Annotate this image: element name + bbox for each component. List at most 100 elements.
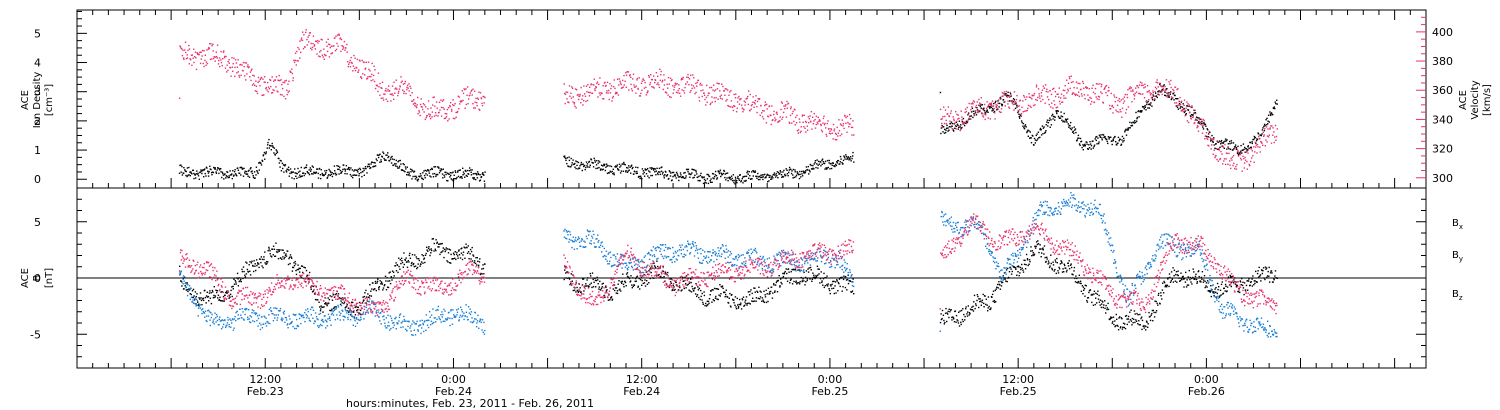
data-point [752,101,754,103]
y2-tick-label: 340 [1432,113,1453,126]
data-point [734,304,736,306]
data-point [254,177,256,179]
data-point [771,119,773,122]
data-point [446,108,449,111]
data-point [1249,147,1251,150]
data-point [1089,141,1091,143]
data-point [588,160,591,163]
data-point [1143,325,1145,327]
data-point [216,57,218,59]
data-point [638,277,640,280]
data-point [781,118,783,120]
data-point [428,170,430,172]
data-point [737,175,739,178]
data-point [234,75,236,77]
data-point [1206,286,1208,288]
data-point [1187,284,1190,286]
data-point [980,103,982,105]
data-point [267,91,269,93]
data-point [716,82,718,84]
data-point [244,276,247,278]
data-point [649,167,651,169]
data-point [237,71,239,73]
data-point [483,95,485,98]
data-point [838,282,840,285]
data-point [616,78,619,80]
data-point [576,164,578,167]
data-point [623,84,625,86]
data-point [396,165,398,168]
data-point [1179,279,1181,282]
data-point [417,180,419,182]
data-point [1137,86,1140,89]
data-point [725,289,727,291]
data-point [207,295,210,298]
data-point [398,165,401,167]
data-point [1168,285,1170,288]
data-point [655,72,658,74]
data-point [276,249,278,251]
data-point [1032,252,1034,254]
data-point [1050,124,1053,126]
data-point [781,176,783,178]
data-point [576,289,578,292]
data-point [210,171,213,174]
data-point [372,79,374,81]
data-point [269,79,272,82]
data-point [1116,104,1119,106]
data-point [1230,140,1233,142]
data-point [1106,308,1108,311]
data-point [1169,93,1171,95]
data-point [268,246,270,249]
data-point [1148,99,1150,101]
data-point [1060,260,1062,262]
data-point [1210,148,1212,150]
data-point [480,97,483,100]
data-point [942,131,944,133]
data-point [608,172,610,174]
data-point [815,123,817,126]
data-point [212,171,215,174]
data-point [1180,272,1182,274]
data-point [714,297,717,299]
data-point [1126,318,1128,320]
data-point [328,168,330,171]
y-tick-label: 5 [34,27,41,40]
data-point [823,115,825,117]
data-point [847,282,850,285]
data-point [619,166,621,168]
data-point [440,99,442,101]
data-point [299,170,301,172]
data-point [841,119,843,121]
data-point [1025,126,1027,128]
data-point [580,86,582,89]
data-point [625,169,627,172]
data-point [358,69,360,71]
data-point [826,275,828,277]
data-point [847,156,850,158]
data-point [976,101,978,103]
data-point [779,286,781,288]
data-point [1106,140,1108,143]
data-point [798,269,801,271]
data-point [1068,268,1071,270]
data-point [179,46,182,48]
data-point [299,40,301,42]
data-point [785,116,788,118]
data-point [628,89,630,91]
data-point [1056,112,1058,115]
data-point [331,299,334,301]
data-point [1164,85,1166,88]
data-point [1149,319,1152,322]
data-point [1181,100,1183,102]
data-point [694,293,697,295]
data-point [284,256,286,258]
data-point [453,257,456,259]
data-point [727,180,729,182]
data-point [974,111,976,113]
data-point [661,277,663,279]
data-point [612,173,614,175]
data-point [759,290,761,292]
data-point [1046,258,1048,260]
